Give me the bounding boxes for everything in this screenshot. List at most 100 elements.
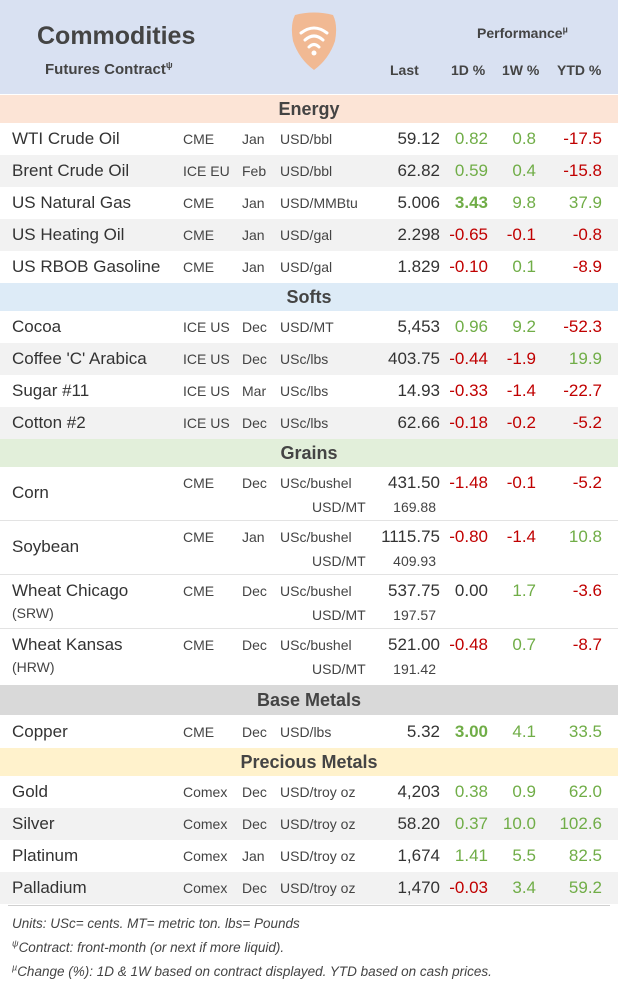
change-ytd: -3.6 <box>572 581 602 600</box>
change-ytd: -17.5 <box>563 129 602 148</box>
change-ytd: -5.2 <box>572 413 602 432</box>
contract-month: Dec <box>242 724 267 740</box>
section-grains: Grains <box>0 439 618 467</box>
section-energy: Energy <box>0 95 618 123</box>
last-price: 62.66 <box>397 413 440 432</box>
unit: USD/bbl <box>280 131 333 147</box>
change-ytd: 33.5 <box>568 722 602 741</box>
table-row: Brent Crude Oil ICE EU Feb USD/bbl 62.82… <box>0 155 618 187</box>
change-ytd: -0.8 <box>572 225 602 244</box>
change-1w: 5.5 <box>512 846 536 865</box>
last-price-secondary: 409.93 <box>393 553 436 569</box>
exchange: CME <box>183 583 215 599</box>
change-ytd: -15.8 <box>563 161 602 180</box>
change-1w: 4.1 <box>512 722 536 741</box>
change-1w: -1.4 <box>506 381 536 400</box>
last-price: 59.12 <box>397 129 440 148</box>
exchange: CME <box>183 259 215 275</box>
change-1d: 1.41 <box>454 846 488 865</box>
table-row: US Heating Oil CME Jan USD/gal 2.298 -0.… <box>0 219 618 251</box>
change-ytd: 102.6 <box>559 814 602 833</box>
change-1d: 0.82 <box>454 129 488 148</box>
change-1d: -0.18 <box>449 413 488 432</box>
contract-month: Dec <box>242 880 267 896</box>
exchange: CME <box>183 529 215 545</box>
table-row: Platinum Comex Jan USD/troy oz 1,674 1.4… <box>0 840 618 872</box>
change-ytd: 10.8 <box>568 527 602 546</box>
unit: USD/MT <box>280 319 334 335</box>
commodity-name: Wheat Chicago <box>12 581 129 600</box>
exchange: CME <box>183 724 215 740</box>
commodity-name: Sugar #11 <box>12 381 90 400</box>
exchange: CME <box>183 195 215 211</box>
footer-divider <box>8 905 610 906</box>
commodity-name: US RBOB Gasoline <box>12 257 161 276</box>
change-1w: 3.4 <box>512 878 536 897</box>
last-price: 58.20 <box>397 814 440 833</box>
table-header: Commodities Futures Contractψ Performanc… <box>0 0 618 94</box>
contract-month: Dec <box>242 475 267 491</box>
table-row: Palladium Comex Dec USD/troy oz 1,470 -0… <box>0 872 618 904</box>
exchange: ICE US <box>183 383 230 399</box>
change-1d: -0.10 <box>449 257 488 276</box>
change-1w: 9.2 <box>512 317 536 336</box>
contract-month: Dec <box>242 351 267 367</box>
change-ytd: -22.7 <box>563 381 602 400</box>
change-ytd: 37.9 <box>568 193 602 212</box>
unit: USD/troy oz <box>280 816 356 832</box>
last-price: 5.32 <box>406 722 440 741</box>
last-price: 537.75 <box>388 581 440 600</box>
change-1d: 0.59 <box>454 161 488 180</box>
change-1w: -0.1 <box>506 473 536 492</box>
change-1d: -0.80 <box>449 527 488 546</box>
table-row: US RBOB Gasoline CME Jan USD/gal 1.829 -… <box>0 251 618 283</box>
commodity-name: Soybean <box>12 537 80 556</box>
exchange: Comex <box>183 816 228 832</box>
change-ytd: 62.0 <box>568 782 602 801</box>
unit: USc/bushel <box>280 637 352 653</box>
change-1w: -1.4 <box>506 527 536 546</box>
table-row: Cocoa ICE US Dec USD/MT 5,453 0.96 9.2 -… <box>0 311 618 343</box>
commodity-subname: (SRW) <box>12 605 54 621</box>
commodity-name: US Heating Oil <box>12 225 125 244</box>
last-price: 1115.75 <box>381 527 440 546</box>
last-price: 1,470 <box>397 878 440 897</box>
exchange: Comex <box>183 848 228 864</box>
commodity-name: Wheat Kansas <box>12 635 123 654</box>
commodity-name: Gold <box>12 782 48 801</box>
contract-month: Dec <box>242 583 267 599</box>
last-price: 4,203 <box>397 782 440 801</box>
change-1d: 3.43 <box>454 193 488 212</box>
change-1d: -0.33 <box>449 381 488 400</box>
change-note: µChange (%): 1D & 1W based on contract d… <box>12 962 492 979</box>
change-1w: -0.2 <box>506 413 536 432</box>
table-row: Coffee 'C' Arabica ICE US Dec USc/lbs 40… <box>0 343 618 375</box>
change-1w: 0.4 <box>512 161 536 180</box>
unit: USc/bushel <box>280 475 352 491</box>
change-1d: 0.96 <box>454 317 488 336</box>
unit: USD/lbs <box>280 724 332 740</box>
contract-note: ψContract: front-month (or next if more … <box>12 938 285 955</box>
last-price: 431.50 <box>388 473 440 492</box>
exchange: ICE US <box>183 415 230 431</box>
exchange: CME <box>183 637 215 653</box>
unit: USc/bushel <box>280 529 352 545</box>
contract-month: Mar <box>242 383 267 399</box>
last-price-secondary: 169.88 <box>393 499 436 515</box>
contract-month: Jan <box>242 259 265 275</box>
section-softs: Softs <box>0 283 618 311</box>
unit: USD/bbl <box>280 163 333 179</box>
change-1w: 0.1 <box>512 257 536 276</box>
table-row: Corn CME Dec USc/bushel 431.50 -1.48 -0.… <box>0 467 618 521</box>
contract-month: Jan <box>242 529 265 545</box>
contract-month: Dec <box>242 415 267 431</box>
last-price: 1,674 <box>397 846 440 865</box>
unit: USD/gal <box>280 259 333 275</box>
commodity-name: Silver <box>12 814 55 833</box>
exchange: CME <box>183 227 215 243</box>
change-ytd: -52.3 <box>563 317 602 336</box>
commodity-name: Brent Crude Oil <box>12 161 130 180</box>
col-header-1d: 1D % <box>451 62 486 78</box>
table-row: Wheat Chicago (SRW) CME Dec USc/bushel 5… <box>0 575 618 629</box>
contract-month: Dec <box>242 784 267 800</box>
